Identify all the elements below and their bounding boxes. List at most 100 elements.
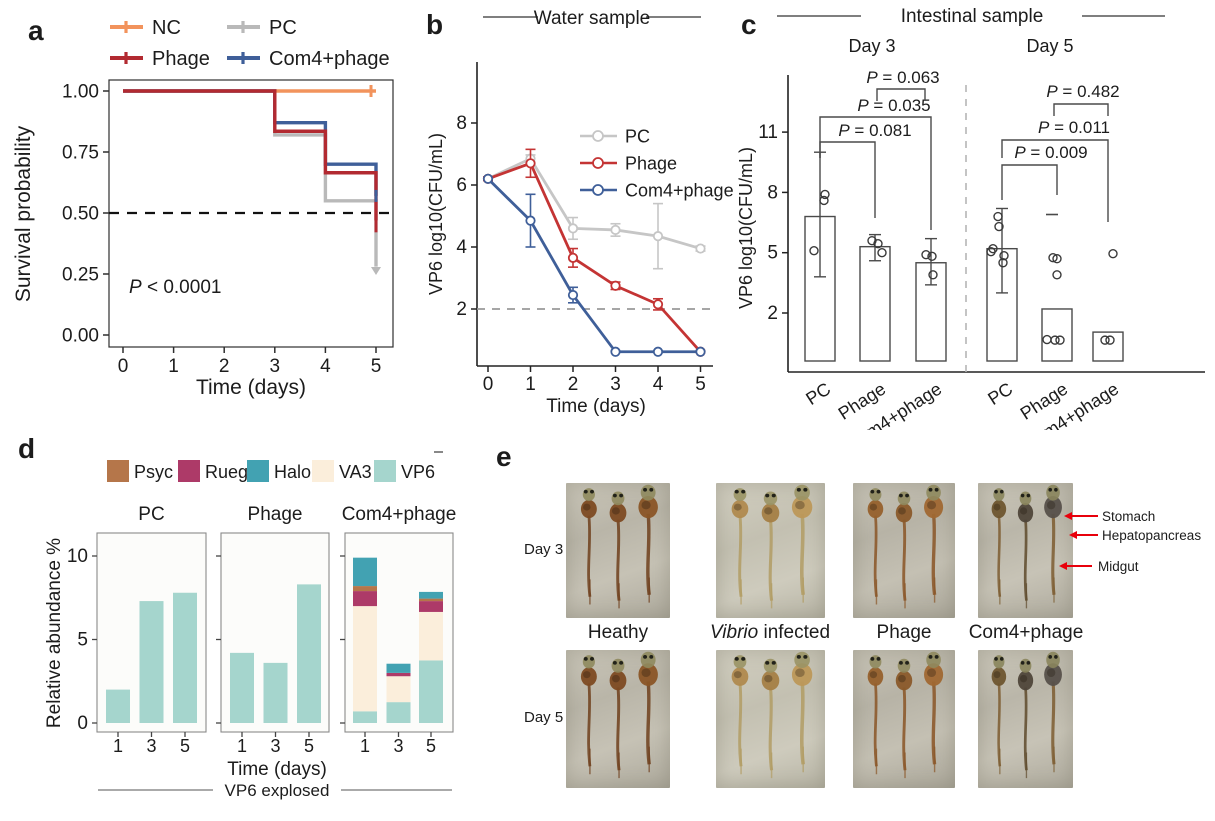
svg-text:P = 0.009: P = 0.009 [1014,143,1087,162]
d-bar-segment-VP6 [297,584,321,723]
panel-b-label: b [426,9,443,40]
c-sig-bracket [1001,139,1109,222]
d-facet-title: Phage [248,504,303,525]
svg-text:8: 8 [456,113,467,134]
svg-text:3: 3 [610,374,621,395]
svg-text:1.00: 1.00 [62,82,99,103]
d-bar-segment-VA3 [419,611,443,661]
a-legend-item-NC: NC [110,17,181,39]
c-data-point [1052,270,1062,280]
c-data-point [819,195,829,206]
d-facet-title: PC [138,504,164,525]
svg-text:Survival probability: Survival probability [12,125,35,302]
e-col-label: Vibrio infected [710,622,830,643]
d-bar-segment-VP6 [263,662,288,723]
panel-e-label: e [496,441,512,472]
svg-text:Rueg: Rueg [205,462,248,482]
b-title: Water sample [534,8,651,29]
d-bar-segment-Rueg [386,672,411,677]
d-bar-segment-Halo [353,557,377,587]
svg-text:0: 0 [483,374,494,395]
c-bar [1092,331,1124,362]
svg-text:4: 4 [320,356,331,377]
larvae-photo-heathy-day3 [566,483,670,618]
d-legend-item-Psyc: Psyc [107,460,173,482]
c-data-point [1055,335,1065,345]
c-sig-bracket [876,88,926,101]
d-legend-item-Rueg: Rueg [178,460,248,482]
svg-text:4: 4 [456,237,467,258]
svg-text:P = 0.081: P = 0.081 [838,121,911,140]
svg-text:PC: PC [625,127,650,147]
c-sig-bracket [1001,164,1058,200]
larvae-photo-phage-day3 [853,483,955,618]
e-annotation-text: Midgut [1098,559,1139,574]
svg-text:1: 1 [237,736,247,756]
svg-text:0: 0 [118,356,129,377]
c-data-point [1048,253,1058,263]
svg-text:P = 0.035: P = 0.035 [857,96,930,115]
panel-a-svg: a NC PC Phage Com4+phage 0.00 0.25 0.50 0.75 1.00… [12,15,394,399]
svg-text:3: 3 [270,356,281,377]
larvae-photo-heathy-day5 [566,650,670,788]
c-day5-title: Day 5 [1026,36,1073,56]
d-bar-segment-VA3 [353,606,377,712]
d-facet-title: Com4+phage [342,504,457,525]
e-day5-label: Day 5 [524,709,563,726]
panel-e-photo-grid: e Day 3 Day 5 Heathy Vibrio infected Phage Com… [480,430,1215,821]
a-curve-Phage [123,89,378,221]
panel-a-survival-plot: a NC PC Phage Com4+phage 0.00 0.25 0.50 0.75 1.00… [0,0,420,433]
svg-text:1: 1 [168,356,179,377]
b-legend-item-Phage: Phage [580,154,677,174]
a-legend-item-Phage: Phage [110,48,210,70]
panel-d-svg: d Psyc Rueg Halo VA3 VP6 PC 1 3 5 Phage 1 3 5 Com4+pha… [18,433,457,800]
d-bar-segment-Psyc [419,598,443,602]
svg-text:1: 1 [525,374,536,395]
svg-text:5: 5 [695,374,706,395]
c-data-point [927,251,937,262]
svg-text:3: 3 [270,736,280,756]
c-data-point [986,246,996,257]
svg-text:0.25: 0.25 [62,265,99,286]
svg-text:P = 0.011: P = 0.011 [1038,118,1110,137]
svg-text:2: 2 [767,303,778,324]
svg-text:2: 2 [456,299,467,320]
c-data-point [1100,335,1110,345]
svg-text:Com4+phage: Com4+phage [625,181,734,201]
e-col-label: Phage [877,622,932,643]
d-bar-segment-Rueg [353,591,377,607]
c-sig-bracket [819,116,932,230]
svg-text:1: 1 [360,736,370,756]
svg-text:3: 3 [146,736,156,756]
e-annotation-text: Hepatopancreas [1102,528,1201,543]
svg-text:Time (days): Time (days) [546,396,646,417]
svg-text:Time (days): Time (days) [227,759,327,780]
larvae-photo-vibrio-infected-day5 [716,650,825,788]
panel-c-intestinal-sample-plot: c Intestinal sample Day 3 Day 5 2 5 8 11 VP6 log… [735,0,1215,454]
svg-text:4: 4 [653,374,664,395]
svg-text:VP6: VP6 [401,462,435,482]
svg-text:Halo: Halo [274,462,311,482]
c-data-point [928,270,938,280]
svg-text:PC: PC [269,17,297,39]
svg-text:P < 0.0001: P < 0.0001 [129,277,221,298]
panel-a-label: a [28,15,44,46]
c-data-point [921,250,931,260]
c-x-label: PC [802,379,834,409]
d-legend-item-VP6: VP6 [374,460,435,482]
svg-text:0.50: 0.50 [62,204,99,225]
d-bar-segment-Rueg [419,601,443,612]
svg-text:0.00: 0.00 [62,326,99,347]
d-bar-segment-VP6 [173,592,197,723]
c-data-point [809,245,819,256]
svg-text:1: 1 [113,736,123,756]
svg-text:5: 5 [767,243,778,264]
svg-text:Phage: Phage [152,48,210,70]
c-sig-bracket [819,141,876,218]
c-data-point [998,258,1008,268]
d-bar-segment-VP6 [419,660,443,723]
panel-b-water-sample-plot: b Water sample 2 4 6 8 0 1 2 3 4 5 Time (days) VP6 lo… [420,0,735,433]
svg-text:Relative abundance %: Relative abundance % [44,538,65,728]
svg-text:Time (days): Time (days) [196,376,306,399]
